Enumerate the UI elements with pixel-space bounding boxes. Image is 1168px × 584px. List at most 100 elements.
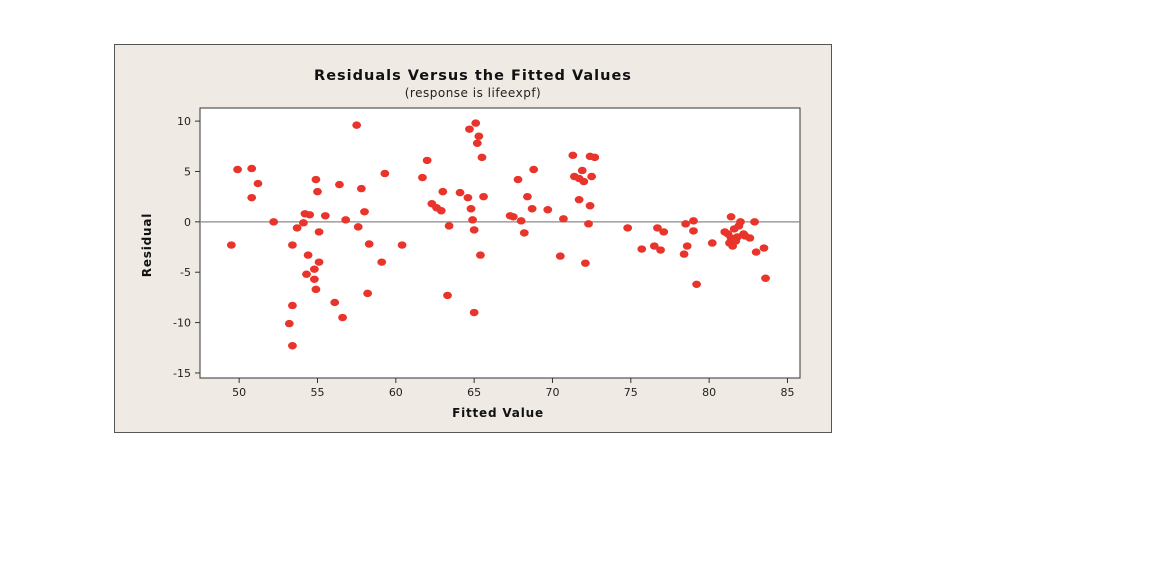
data-point xyxy=(377,258,387,266)
data-point xyxy=(637,245,647,253)
data-point xyxy=(455,188,465,197)
data-point xyxy=(682,242,692,250)
data-point xyxy=(436,207,446,215)
y-tick-label: -15 xyxy=(173,367,191,380)
data-point xyxy=(689,227,698,235)
data-point xyxy=(444,222,454,230)
data-point xyxy=(284,319,294,328)
data-point xyxy=(692,280,702,289)
data-point xyxy=(397,241,407,249)
data-point xyxy=(584,220,593,228)
data-point xyxy=(356,184,366,193)
data-point xyxy=(422,156,432,165)
x-tick-label: 65 xyxy=(467,386,481,399)
y-tick-label: -5 xyxy=(180,266,191,279)
data-point xyxy=(233,165,242,174)
data-point xyxy=(689,217,698,225)
data-point xyxy=(761,274,770,282)
data-point xyxy=(469,308,479,317)
data-point xyxy=(574,195,584,204)
data-point xyxy=(529,165,539,174)
x-tick-label: 55 xyxy=(310,386,324,399)
y-tick-label: -10 xyxy=(173,317,191,330)
data-point xyxy=(320,212,330,220)
data-point xyxy=(679,250,689,258)
data-point xyxy=(559,215,568,223)
data-point xyxy=(659,228,669,236)
data-point xyxy=(463,193,473,202)
data-point xyxy=(330,298,340,307)
data-point xyxy=(759,244,769,252)
data-point xyxy=(751,248,761,256)
data-point xyxy=(247,193,257,202)
data-point xyxy=(653,224,662,232)
data-point xyxy=(288,241,297,249)
data-point xyxy=(527,205,537,213)
data-point xyxy=(587,172,597,181)
x-tick-label: 75 xyxy=(624,386,638,399)
data-point xyxy=(466,205,476,213)
data-point xyxy=(519,229,529,237)
y-tick-label: 0 xyxy=(184,216,191,229)
data-point xyxy=(579,177,589,186)
x-tick-label: 70 xyxy=(545,386,559,399)
data-point xyxy=(292,224,302,232)
data-point xyxy=(313,187,322,196)
data-point xyxy=(479,192,488,201)
data-point xyxy=(623,224,633,232)
data-point xyxy=(253,179,263,188)
data-point xyxy=(303,251,313,259)
data-point xyxy=(472,139,482,147)
data-point xyxy=(471,119,481,127)
x-axis: 50 55 60 65 70 75 80 85 xyxy=(232,378,794,399)
data-point xyxy=(309,265,319,273)
data-point xyxy=(247,164,257,173)
y-tick-label: 5 xyxy=(184,165,191,178)
data-point xyxy=(298,219,308,227)
data-point xyxy=(516,217,526,225)
data-point xyxy=(380,169,390,178)
y-tick-label: 10 xyxy=(177,115,191,128)
data-point xyxy=(468,216,477,224)
data-point xyxy=(580,259,590,267)
data-point xyxy=(311,285,321,294)
data-point xyxy=(568,151,578,160)
data-point xyxy=(288,301,297,310)
data-point xyxy=(360,208,369,216)
data-point xyxy=(314,258,324,266)
data-point xyxy=(465,125,474,133)
data-point xyxy=(309,275,319,283)
data-point xyxy=(469,226,479,234)
data-point xyxy=(649,242,659,250)
chart-figure: Residuals Versus the Fitted Values (resp… xyxy=(114,44,832,433)
data-point xyxy=(476,251,485,259)
data-point xyxy=(353,223,363,231)
data-point xyxy=(543,206,553,214)
data-point xyxy=(314,228,324,236)
data-point xyxy=(585,202,595,210)
data-point xyxy=(364,240,374,248)
data-point xyxy=(656,246,665,254)
x-axis-label: Fitted Value xyxy=(452,406,544,420)
data-point xyxy=(508,213,518,221)
data-point xyxy=(226,241,236,249)
data-point xyxy=(590,153,600,162)
data-point xyxy=(438,187,448,196)
x-tick-label: 80 xyxy=(702,386,716,399)
data-point xyxy=(577,166,587,175)
data-point xyxy=(474,132,484,140)
data-point xyxy=(418,173,427,182)
chart-subtitle: (response is lifeexpf) xyxy=(405,86,541,100)
data-point xyxy=(707,239,717,247)
data-point xyxy=(750,218,759,226)
x-tick-label: 50 xyxy=(232,386,246,399)
data-point xyxy=(302,270,311,278)
data-point xyxy=(477,153,487,162)
data-point xyxy=(335,180,344,189)
y-axis-label: Residual xyxy=(140,213,154,277)
data-point xyxy=(269,218,279,226)
data-point xyxy=(288,342,297,350)
data-point xyxy=(736,218,745,226)
data-point xyxy=(305,211,315,219)
plot-area xyxy=(199,107,801,379)
